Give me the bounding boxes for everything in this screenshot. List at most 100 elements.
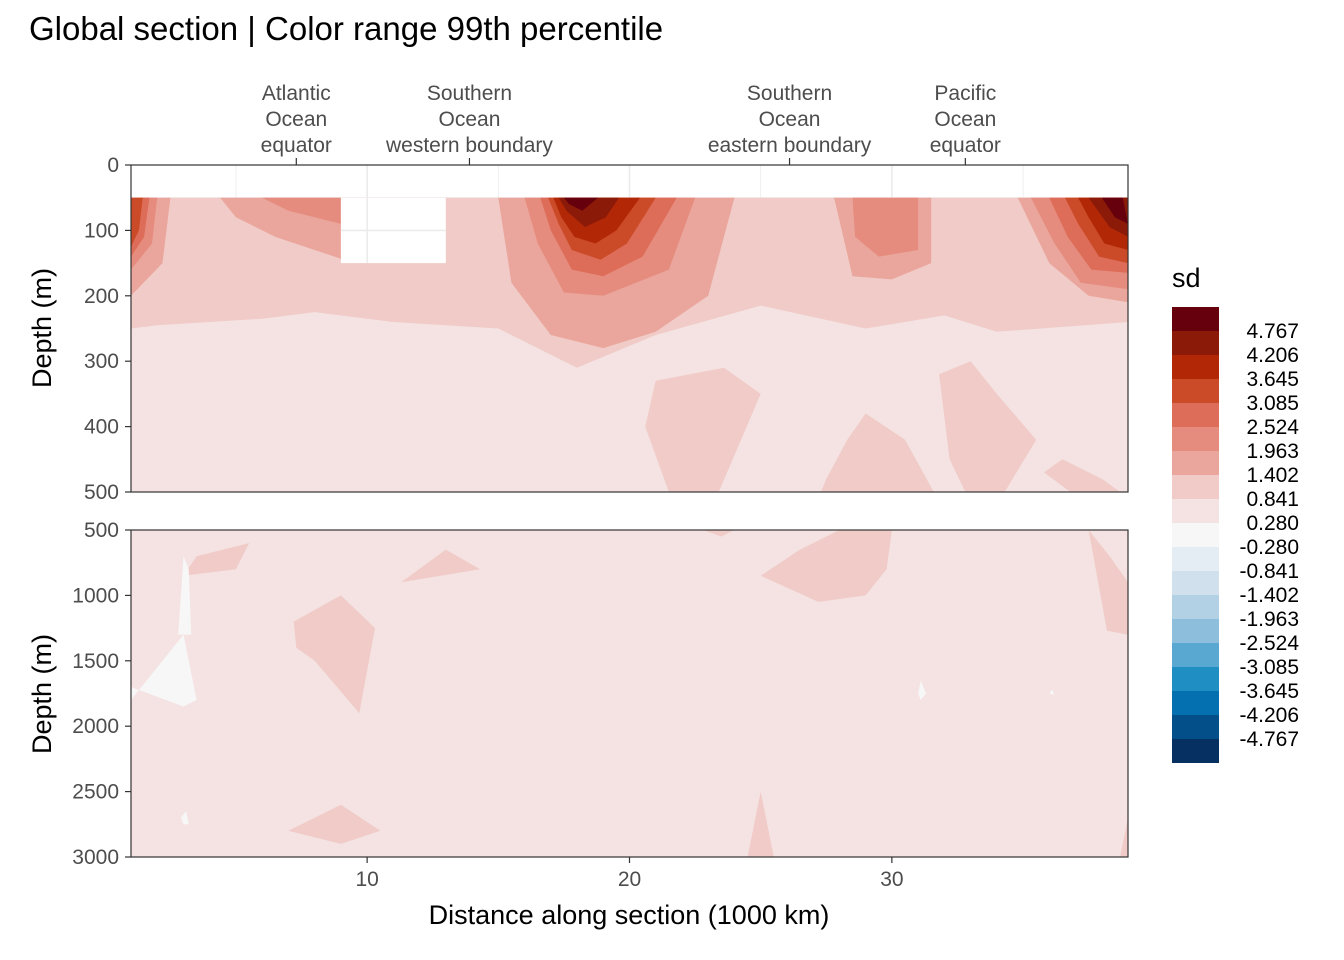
legend-label: -4.767: [1239, 728, 1299, 751]
legend-label: 0.841: [1246, 488, 1299, 511]
legend-swatch: [1172, 475, 1219, 499]
contour-band: [1120, 817, 1128, 857]
legend-swatch: [1172, 667, 1219, 691]
section-label: Southern: [427, 82, 512, 105]
legend-label: 4.206: [1246, 344, 1299, 367]
y-tick-label: 100: [84, 219, 119, 242]
contour-band: [939, 361, 1037, 492]
legend-label: -3.645: [1239, 680, 1299, 703]
y-tick-label: 1500: [72, 650, 119, 673]
contour-band: [1049, 689, 1055, 695]
x-tick-label: 10: [355, 868, 378, 891]
section-labels: Atlantic Ocean equator Southern Ocean western…: [261, 82, 1001, 165]
contour-band: [293, 595, 375, 714]
legend-swatch: [1172, 571, 1219, 595]
section-label: eastern boundary: [708, 134, 872, 157]
legend-label: -4.206: [1239, 704, 1299, 727]
contour-band: [401, 549, 480, 583]
legend-swatch: [1172, 499, 1219, 523]
contour-band: [703, 530, 735, 537]
lower-panel-background: [131, 530, 1128, 857]
contour-band: [821, 413, 934, 492]
contour-band: [1044, 459, 1121, 492]
y-tick-label: 500: [84, 519, 119, 542]
contour-band: [1101, 197, 1128, 224]
section-label: Ocean: [265, 108, 327, 131]
legend-swatch: [1172, 739, 1219, 763]
contour-band: [852, 197, 919, 257]
y-tick-label: 2500: [72, 781, 119, 804]
contour-band: [645, 367, 761, 492]
upper-contour-field: [131, 197, 1128, 492]
upper-y-axis: 0 100 200 300 400 500: [84, 154, 131, 504]
legend-label: 0.280: [1246, 512, 1299, 535]
contour-band: [131, 634, 197, 707]
contour-band: [262, 197, 341, 224]
contour-band: [288, 804, 381, 844]
legend-label: -0.841: [1239, 560, 1299, 583]
chart-title: Global section | Color range 99th percen…: [29, 10, 663, 47]
upper-panel-border: [130, 164, 1129, 493]
legend-label: -1.402: [1239, 584, 1299, 607]
legend: sd 4.7674.2063.6453.0852.5241.9631.4020.…: [1172, 263, 1299, 763]
lower-y-axis: 500 1000 1500 2000 2500 3000: [72, 519, 131, 869]
legend-swatch: [1172, 379, 1219, 403]
legend-label: -3.085: [1239, 656, 1299, 679]
x-tick-label: 30: [880, 868, 903, 891]
legend-swatch: [1172, 451, 1219, 475]
y-tick-label: 0: [107, 154, 119, 177]
contour-band: [183, 543, 250, 576]
section-label: Pacific: [934, 82, 996, 105]
legend-label: 3.085: [1246, 392, 1299, 415]
legend-label: -0.280: [1239, 536, 1299, 559]
contour-band: [563, 197, 598, 211]
y-axis-label-lower: Depth (m): [27, 634, 57, 754]
legend-swatch: [1172, 619, 1219, 643]
section-label: Ocean: [759, 108, 821, 131]
lower-panel: 500 1000 1500 2000 2500 3000: [72, 519, 1129, 869]
y-tick-label: 200: [84, 285, 119, 308]
x-axis-label: Distance along section (1000 km): [429, 900, 830, 930]
legend-label: 2.524: [1246, 416, 1299, 439]
legend-swatch: [1172, 643, 1219, 667]
y-tick-label: 500: [84, 481, 119, 504]
legend-swatch: [1172, 355, 1219, 379]
legend-label: -1.963: [1239, 608, 1299, 631]
y-tick-label: 1000: [72, 584, 119, 607]
legend-swatch: [1172, 403, 1219, 427]
section-label: Atlantic: [262, 82, 331, 105]
legend-label: 3.645: [1246, 368, 1299, 391]
y-axis-label-upper: Depth (m): [27, 268, 57, 388]
legend-label: -2.524: [1239, 632, 1299, 655]
upper-panel: 0 100 200 300 400 500: [84, 154, 1129, 504]
y-tick-label: 3000: [72, 846, 119, 869]
y-tick-label: 400: [84, 416, 119, 439]
section-label: western boundary: [385, 134, 553, 157]
legend-swatch: [1172, 523, 1219, 547]
lower-contour-field: [131, 530, 1128, 857]
legend-label: 1.402: [1246, 464, 1299, 487]
section-label: Ocean: [439, 108, 501, 131]
contour-band: [747, 791, 774, 857]
legend-swatch: [1172, 547, 1219, 571]
contour-band: [178, 556, 192, 635]
legend-swatch: [1172, 307, 1219, 331]
legend-label: 4.767: [1246, 320, 1299, 343]
legend-label: 1.963: [1246, 440, 1299, 463]
legend-title: sd: [1172, 263, 1201, 293]
upper-missing-gridlines: [340, 197, 446, 264]
legend-swatch: [1172, 427, 1219, 451]
x-axis: 10 20 30: [355, 857, 904, 891]
contour-band: [918, 680, 926, 700]
y-tick-label: 2000: [72, 715, 119, 738]
x-tick-label: 20: [618, 868, 641, 891]
section-label: equator: [261, 134, 332, 157]
contour-band: [180, 811, 189, 825]
section-label: Southern: [747, 82, 832, 105]
legend-colorbar: [1172, 307, 1219, 763]
contour-band: [1088, 530, 1128, 635]
contour-band: [131, 197, 143, 247]
section-label: Ocean: [934, 108, 996, 131]
legend-swatch: [1172, 691, 1219, 715]
